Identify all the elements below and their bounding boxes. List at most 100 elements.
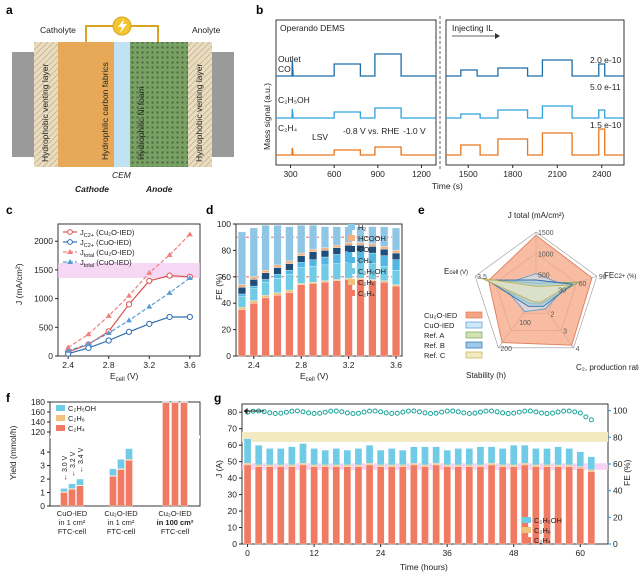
g-bar-segment (587, 469, 596, 472)
d-bar-segment (249, 288, 258, 301)
g-bar-segment (343, 464, 352, 467)
g-bar-segment (510, 445, 518, 466)
c-point (186, 231, 193, 237)
d-bar-segment (380, 226, 389, 247)
g-current-point (527, 408, 533, 414)
f-volt-label: ← 3.0 V (62, 455, 69, 481)
b-axes-left (275, 19, 437, 166)
c-legend-marker (67, 249, 73, 254)
b-xlabel: Time (s) (432, 181, 463, 191)
e-plot: J total (mA/cm²) FEC2+ (%) C₂, production … (444, 211, 639, 380)
f-ytick-label: 180 (31, 397, 45, 407)
panel-letter-c: c (6, 203, 13, 217)
d-bar-segment (392, 252, 401, 260)
d-ytick-label: 40 (222, 298, 232, 308)
c-point (126, 317, 132, 323)
anode-nifoam (130, 42, 188, 167)
f-bar-segment (125, 448, 133, 460)
c-point (125, 328, 133, 335)
b-title: Operando DEMS (280, 23, 345, 33)
g-bar-segment (388, 466, 396, 545)
label-cem: CEM (112, 170, 132, 180)
b-series-ethanol: C₂H₅OH (278, 95, 310, 105)
g-current-point (400, 409, 406, 415)
c-point (126, 292, 132, 298)
d-bar-segment (249, 279, 258, 287)
g-bar-segment (376, 464, 385, 467)
d-axes (235, 223, 403, 357)
g-bar-segment (476, 466, 485, 545)
e-rtick-rate: 4 (576, 346, 580, 353)
panel-e: e J total (mA/cm²) FEC2+ (%) C₂, productio… (418, 203, 639, 380)
b-inject-arrowhead (495, 33, 500, 39)
g-bar-segment (266, 464, 274, 467)
f-bar-segment (68, 483, 76, 489)
g-current-point (439, 409, 445, 415)
c-point (85, 344, 92, 352)
g-current-point (461, 410, 467, 416)
g-current-point (572, 409, 578, 415)
g-current-point (394, 410, 400, 416)
d-bar-segment (309, 259, 318, 267)
f-ytick-label: 1 (40, 488, 45, 498)
d-bar-segment (309, 266, 318, 283)
g-bar-segment (510, 466, 518, 545)
g-bar-segment (332, 448, 340, 466)
g-bar-segment (432, 464, 440, 545)
c-axes (57, 223, 201, 357)
d-bar-segment (297, 252, 306, 256)
e-legend-text: Cu₂O-IED (424, 311, 458, 320)
d-bar-segment (249, 285, 258, 289)
e-axis-label: C₂, production rate (mmol/h) (576, 363, 639, 372)
d-legend-swatch (348, 235, 355, 241)
b-tick-label: 2400 (592, 169, 611, 179)
g-bar-segment (465, 466, 474, 545)
c-xtick-label: 3.6 (184, 360, 196, 370)
g-ytick-left-label: 40 (228, 473, 238, 483)
g-xtick-label: 0 (245, 548, 250, 558)
g-plot: 0 10 20 30 40 50 60 70 80 0 20 40 60 80 100 0 12 24 36 48 60 (228, 406, 628, 558)
e-rtick-fe: 60 (579, 281, 587, 288)
g-bar-segment (487, 446, 496, 464)
d-bar-segment (368, 243, 377, 247)
label-anolyte: Anolyte (192, 25, 221, 35)
g-ytick-left-label: 60 (228, 440, 238, 450)
g-bar-segment (476, 464, 485, 467)
g-current-point (267, 410, 273, 416)
d-bar-segment (332, 226, 341, 246)
g-bar-segment (554, 466, 562, 545)
g-bar-segment (288, 464, 296, 467)
cathode-catalyst (58, 42, 114, 167)
d-bar-segment (249, 300, 258, 304)
d-bar-segment (332, 247, 341, 255)
c-point (85, 331, 92, 337)
f-bar-segment (109, 476, 117, 507)
e-rtick-j: 1500 (538, 230, 554, 237)
f-ytick-label: 160 (31, 407, 45, 417)
f-axes (49, 401, 201, 507)
g-bar-segment (510, 464, 518, 467)
e-grid-ring (474, 231, 598, 349)
g-current-point (588, 417, 594, 423)
panel-d: d FE (%) Ecell (V) 0 20 40 60 80 100 2.4 2.8 3.2… (206, 203, 403, 383)
e-rtick-stab: 200 (500, 346, 512, 353)
label-catholyte: Catholyte (40, 25, 76, 35)
b-tick-label: 300 (283, 169, 297, 179)
d-bar-segment (332, 263, 341, 280)
g-current-point (511, 410, 517, 416)
g-bar-segment (576, 468, 584, 545)
right-venting-layer (188, 42, 212, 167)
e-legend-swatch (465, 341, 483, 349)
d-bar-segment (380, 246, 389, 250)
c-point (146, 320, 153, 327)
g-current-point (428, 411, 434, 417)
g-legend-swatch (522, 537, 531, 543)
panel-g: g J (A) FE (%) Time (hours) 0 10 20 30 40 50 6… (214, 391, 632, 572)
d-bar-segment (332, 280, 341, 357)
f-legend-swatch (56, 415, 65, 421)
f-bar-segment (68, 489, 76, 507)
f-ytick-label: 140 (31, 417, 45, 427)
